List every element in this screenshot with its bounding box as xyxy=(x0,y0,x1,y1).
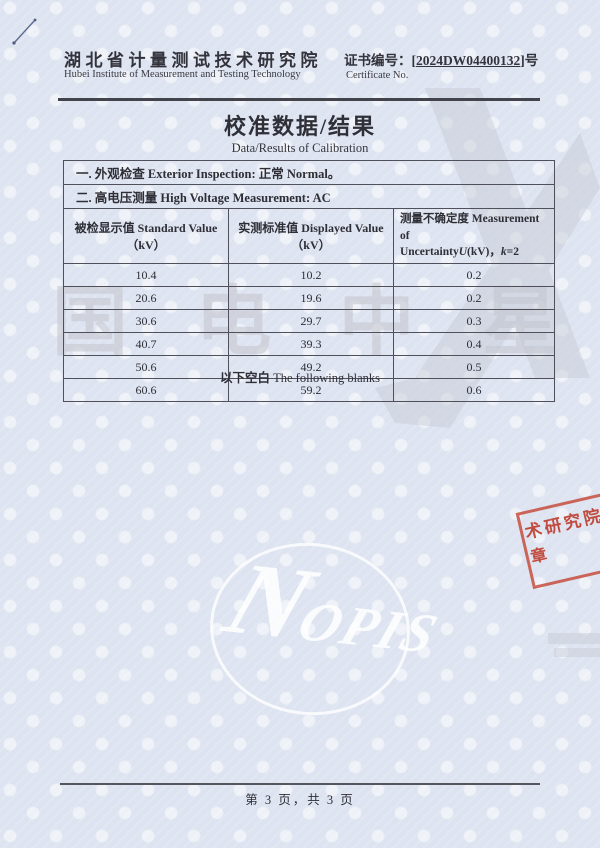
table-row: 30.6 29.7 0.3 xyxy=(63,309,556,334)
uncertainty-cell: 0.4 xyxy=(392,332,556,357)
column-header-standard-value: 被检显示值 Standard Value（kV） xyxy=(63,207,229,265)
institute-name-en: Hubei Institute of Measurement and Testi… xyxy=(64,69,301,80)
uncertainty-cell: 0.2 xyxy=(392,263,556,288)
table-row: 40.7 39.3 0.4 xyxy=(63,332,556,357)
uncertainty-cell: 0.3 xyxy=(392,309,556,334)
section-label: 一. 外观检查 Exterior Inspection: 正常 Normal。 xyxy=(63,160,555,185)
displayed-value-cell: 59.2 xyxy=(227,378,394,403)
column-header-displayed-value: 实测标准值 Displayed Value（kV） xyxy=(227,207,394,265)
table-row: 60.6 59.2 0.6 xyxy=(63,378,556,403)
certificate-number-value: 2024DW04400132 xyxy=(416,53,521,68)
standard-value-cell: 10.4 xyxy=(63,263,229,288)
displayed-value-cell: 29.7 xyxy=(227,309,394,334)
table-row: 10.4 10.2 0.2 xyxy=(63,263,556,288)
page-number: 第 3 页，共 3 页 xyxy=(245,793,355,807)
certificate-number-label-en: Certificate No. xyxy=(346,70,409,81)
standard-value-cell: 30.6 xyxy=(63,309,229,334)
red-seal-text: 术研究院 xyxy=(523,505,600,543)
standard-value-cell: 60.6 xyxy=(63,378,229,403)
red-seal-stamp: 术研究院 章 xyxy=(515,488,600,590)
uncertainty-cell: 0.2 xyxy=(392,286,556,311)
page-title: 校准数据/结果 xyxy=(223,114,377,139)
section-row-high-voltage: 二. 高电压测量 High Voltage Measurement: AC xyxy=(63,184,555,209)
standard-value-cell: 50.6 xyxy=(63,355,229,380)
nopis-logo-text: NOPIS xyxy=(211,541,447,666)
header-divider-rule xyxy=(58,98,540,101)
footer-divider-rule xyxy=(60,783,540,785)
section-label: 二. 高电压测量 High Voltage Measurement: AC xyxy=(63,184,555,209)
displayed-value-cell: 10.2 xyxy=(227,263,394,288)
table-row: 20.6 19.6 0.2 xyxy=(63,286,556,311)
certificate-number-line: 证书编号：[2024DW04400132]号 xyxy=(344,53,539,68)
column-header-uncertainty: 测量不确定度 Measurement of UncertaintyU(kV)，k=… xyxy=(392,207,556,265)
nopis-logo-watermark: NOPIS xyxy=(201,533,447,725)
institute-name-zh: 湖北省计量测试技术研究院 xyxy=(64,51,322,70)
page-subtitle: Data/Results of Calibration xyxy=(231,141,369,155)
standard-value-cell: 20.6 xyxy=(63,286,229,311)
standard-value-cell: 40.7 xyxy=(63,332,229,357)
red-seal-text: 章 xyxy=(529,546,549,567)
table-header-row: 被检显示值 Standard Value（kV） 实测标准值 Displayed… xyxy=(63,207,556,265)
blank-note: 以下空白 The following blanks xyxy=(219,371,381,385)
section-row-exterior-inspection: 一. 外观检查 Exterior Inspection: 正常 Normal。 xyxy=(63,160,555,185)
pen-scratch-mark xyxy=(12,18,37,45)
displayed-value-cell: 19.6 xyxy=(227,286,394,311)
displayed-value-cell: 39.3 xyxy=(227,332,394,357)
certificate-number-label: 证书编号： xyxy=(344,53,412,68)
uncertainty-cell: 0.6 xyxy=(392,378,556,403)
calibration-results-table: 一. 外观检查 Exterior Inspection: 正常 Normal。 … xyxy=(63,160,556,403)
